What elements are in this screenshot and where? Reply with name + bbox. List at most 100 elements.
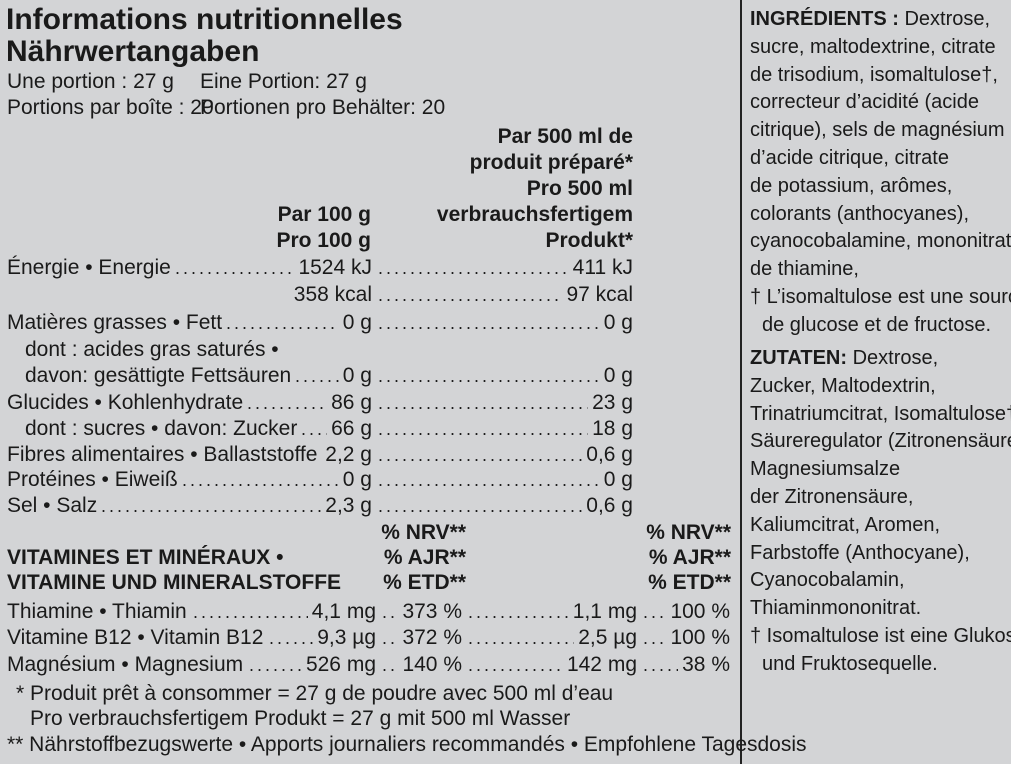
nutrient-value: 97 kcal bbox=[566, 283, 633, 306]
vitamin-label: Thiamine • Thiamin bbox=[7, 600, 187, 623]
vitamin-value: 140 % bbox=[402, 653, 462, 676]
vitamin-value: 526 mg bbox=[305, 653, 376, 676]
dot-leader: ........................................… bbox=[643, 602, 666, 622]
footnote-asterisk-fr: * Produit prêt à consommer = 27 g de pou… bbox=[16, 682, 614, 705]
vitamin-value: 9,3 µg bbox=[317, 626, 376, 649]
nutrient-value: 2,3 g bbox=[325, 494, 372, 517]
title-fr: Informations nutritionnelles bbox=[6, 3, 403, 36]
ingredients-fr-line: INGRÉDIENTS : Dextrose, bbox=[750, 8, 991, 30]
portion-de: Eine Portion: 27 g bbox=[200, 70, 367, 93]
servings-fr: Portions par boîte : 20 bbox=[7, 96, 214, 119]
nutrient-value: 411 kJ bbox=[572, 256, 633, 279]
servings-de: Portionen pro Behälter: 20 bbox=[200, 96, 446, 119]
nutrient-value: 0 g bbox=[603, 311, 633, 334]
dot-leader: ........................................… bbox=[295, 366, 339, 386]
nutrient-label: Sel • Salz bbox=[7, 494, 98, 517]
dot-leader: ........................................… bbox=[247, 393, 327, 413]
footnote-asterisk-de: Pro verbrauchsfertigem Produkt = 27 g mi… bbox=[30, 707, 571, 730]
nutrient-label: Énergie • Energie bbox=[7, 256, 171, 279]
nrv-header-1: % AJR** bbox=[383, 546, 466, 569]
vitamin-value: 2,5 µg bbox=[578, 626, 637, 649]
dot-leader: ........................................… bbox=[378, 496, 582, 516]
nutrient-label: Matières grasses • Fett bbox=[7, 311, 223, 334]
nutrient-value: 2,2 g bbox=[325, 443, 372, 466]
ingredients-de-line: Säureregulator (Zitronensäure), bbox=[750, 430, 1011, 453]
dot-leader: ........................................… bbox=[643, 628, 666, 648]
dot-leader: ........................................… bbox=[378, 258, 569, 278]
nutrient-label: dont : sucres • davon: Zucker bbox=[25, 417, 298, 440]
nutrient-value: 66 g bbox=[331, 417, 372, 440]
nutrient-value: 0 g bbox=[342, 468, 372, 491]
nrv-header-2: % ETD** bbox=[648, 571, 731, 594]
nutrient-label: davon: gesättigte Fettsäuren bbox=[25, 364, 292, 387]
nutrient-value: 0 g bbox=[603, 468, 633, 491]
vitamin-value: 4,1 mg bbox=[311, 600, 376, 623]
ingredients-de-line: Trinatriumcitrat, Isomaltulose†, bbox=[750, 402, 1011, 425]
dot-leader: ........................................… bbox=[378, 470, 600, 490]
ingredients-fr-line: † L’isomaltulose est une source bbox=[750, 286, 1011, 308]
dot-leader: ........................................… bbox=[468, 602, 569, 622]
dot-leader: ........................................… bbox=[378, 393, 588, 413]
vitamin-label: Magnésium • Magnesium bbox=[7, 653, 244, 676]
nutrient-label: Protéines • Eiweiß bbox=[7, 468, 178, 491]
dot-leader: ........................................… bbox=[301, 419, 327, 439]
col1-header-line: Pro 100 g bbox=[276, 229, 371, 252]
dot-leader: ........................................… bbox=[378, 313, 600, 333]
col1-header-line: Par 100 g bbox=[277, 203, 371, 226]
title-de: Nährwertangaben bbox=[6, 35, 260, 68]
ingredients-fr-line: colorants (anthocyanes), bbox=[750, 202, 970, 225]
dot-leader: ........................................… bbox=[193, 602, 308, 622]
ingredients-de-line: † Isomaltulose ist eine Glukose- bbox=[750, 625, 1011, 647]
nutrient-label: Fibres alimentaires • Ballaststoffe bbox=[7, 443, 318, 466]
dot-leader: ........................................… bbox=[101, 496, 321, 516]
nutrient-value: 23 g bbox=[592, 391, 633, 414]
dot-leader: ........................................… bbox=[226, 313, 339, 333]
nutrient-value: 18 g bbox=[592, 417, 633, 440]
vitamin-label: Vitamine B12 • Vitamin B12 bbox=[7, 626, 264, 649]
dot-leader: ........................................… bbox=[378, 285, 562, 305]
vitamins-heading-de: VITAMINE UND MINERALSTOFFE bbox=[7, 571, 342, 594]
ingredients-fr-line: d’acide citrique, citrate bbox=[750, 147, 949, 169]
dot-leader: ........................................… bbox=[378, 419, 588, 439]
dot-leader: ........................................… bbox=[269, 628, 313, 648]
nutrient-label: Glucides • Kohlenhydrate bbox=[7, 391, 244, 414]
nutrient-value: 0 g bbox=[342, 364, 372, 387]
ingredients-de-line: Zucker, Maltodextrin, bbox=[750, 374, 936, 397]
ingredients-fr-line: de trisodium, isomaltulose†, bbox=[750, 63, 998, 86]
nutrient-value: 0 g bbox=[342, 311, 372, 334]
column-divider bbox=[740, 0, 742, 764]
nutrient-value: 0 g bbox=[603, 364, 633, 387]
ingredients-fr-line: cyanocobalamine, mononitrate bbox=[750, 230, 1011, 253]
col2-header-line: verbrauchsfertigem bbox=[436, 203, 633, 226]
nutrient-value: 1524 kJ bbox=[298, 256, 372, 279]
ingredients-de-line: Thiaminmononitrat. bbox=[750, 597, 922, 620]
ingredients-de-line: der Zitronensäure, bbox=[750, 486, 914, 508]
nrv-header-2: % AJR** bbox=[648, 546, 731, 569]
dot-leader: ........................................… bbox=[382, 602, 398, 622]
nrv-header-1: % ETD** bbox=[383, 571, 466, 594]
ingredients-fr-line: de potassium, arômes, bbox=[750, 174, 953, 197]
nutrient-value: 0,6 g bbox=[586, 443, 633, 466]
vitamin-value: 1,1 mg bbox=[572, 600, 637, 623]
ingredients-de-line: ZUTATEN: Dextrose, bbox=[750, 347, 939, 369]
vitamin-value: 142 mg bbox=[566, 653, 637, 676]
dot-leader: ........................................… bbox=[249, 655, 302, 675]
ingredients-fr-line: sucre, maltodextrine, citrate bbox=[750, 35, 996, 58]
ingredients-fr-line: correcteur d’acidité (acide bbox=[750, 91, 979, 114]
vitamin-value: 100 % bbox=[670, 600, 730, 623]
nutrient-value: 358 kcal bbox=[293, 283, 372, 306]
ingredients-fr-line: de glucose et de fructose. bbox=[762, 313, 992, 336]
nutrient-label: dont : acides gras saturés • bbox=[25, 338, 279, 361]
ingredients-de-line: Farbstoffe (Anthocyane), bbox=[750, 541, 970, 564]
col2-header-line: Pro 500 ml bbox=[526, 177, 633, 200]
dot-leader: ........................................… bbox=[468, 628, 574, 648]
vitamin-value: 372 % bbox=[402, 626, 462, 649]
dot-leader: ........................................… bbox=[175, 258, 294, 278]
nutrient-value: 0,6 g bbox=[586, 494, 633, 517]
col2-header-line: produit préparé* bbox=[469, 151, 633, 174]
nrv-header-1: % NRV** bbox=[381, 521, 466, 544]
col2-header-line: Produkt* bbox=[545, 229, 633, 252]
nutrient-value: 86 g bbox=[331, 391, 372, 414]
dot-leader: ........................................… bbox=[182, 470, 339, 490]
vitamin-value: 373 % bbox=[402, 600, 462, 623]
